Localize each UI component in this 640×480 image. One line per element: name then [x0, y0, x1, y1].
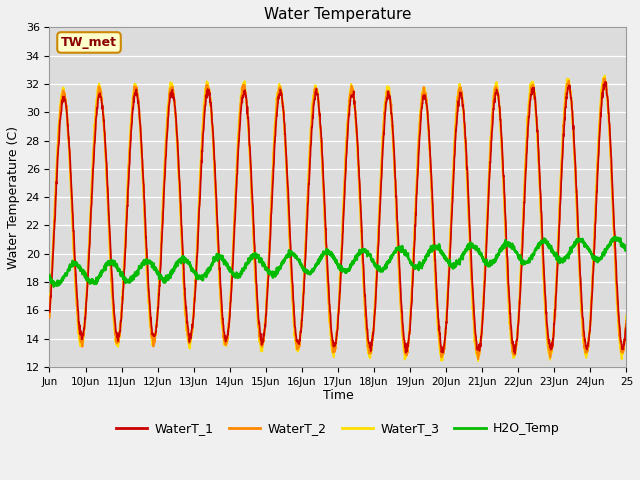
- Legend: WaterT_1, WaterT_2, WaterT_3, H2O_Temp: WaterT_1, WaterT_2, WaterT_3, H2O_Temp: [111, 418, 565, 440]
- X-axis label: Time: Time: [323, 389, 353, 402]
- Title: Water Temperature: Water Temperature: [264, 7, 412, 22]
- Y-axis label: Water Temperature (C): Water Temperature (C): [7, 126, 20, 269]
- Text: TW_met: TW_met: [61, 36, 117, 49]
